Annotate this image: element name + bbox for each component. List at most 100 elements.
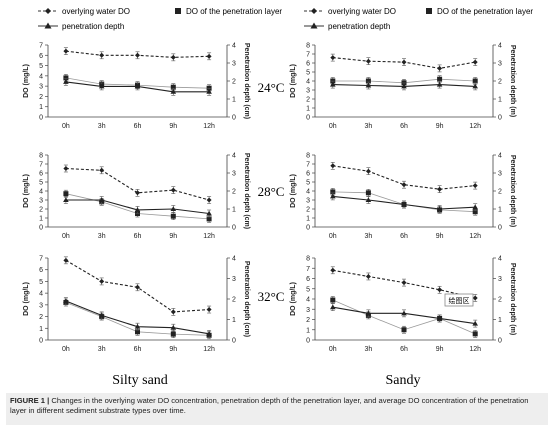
y2-tick-label: 4: [498, 153, 502, 160]
x-tick-label: 12h: [469, 346, 481, 353]
y-tick-label: 3: [306, 198, 310, 205]
temperature-label-28: 28°C: [258, 184, 285, 199]
legend-overlying-label: overlying water DO: [328, 7, 396, 16]
chart-panel-silty-28: 0 1 2 3 4 5 6 7 8 0 1 2 3 4 0h 3h 6h 9h 12h DO (mg/L) Penetr…: [23, 153, 250, 241]
x-tick-label: 3h: [98, 233, 106, 240]
y-axis-title: DO (mg/L): [23, 282, 30, 316]
data-point-square: [135, 329, 140, 335]
y2-tick-label: 3: [498, 61, 502, 68]
figure-caption: FIGURE 1 | Changes in the overlying wate…: [6, 393, 548, 425]
chart-panel-silty-32: 0 1 2 3 4 5 6 7 0 1 2 3 4 0h 3h 6h 9h 12h DO (mg/L) Penetra…: [23, 256, 250, 354]
x-tick-label: 9h: [436, 346, 444, 353]
data-point-triangle: [98, 83, 105, 89]
data-point-triangle: [436, 206, 443, 211]
y-tick-label: 8: [306, 43, 310, 50]
data-point-triangle: [401, 201, 407, 207]
data-point-triangle: [170, 89, 177, 94]
data-point-triangle: [472, 83, 478, 89]
data-point-diamond: [63, 166, 69, 171]
legend-diamond-icon: [311, 8, 317, 14]
data-point-triangle: [436, 315, 443, 321]
y-tick-label: 3: [306, 307, 310, 314]
y-tick-label: 2: [306, 317, 310, 324]
data-point-diamond: [206, 197, 212, 203]
x-tick-label: 0h: [329, 123, 337, 130]
y-tick-label: 8: [39, 153, 43, 160]
data-point-diamond: [472, 295, 478, 301]
data-point-square: [206, 216, 212, 222]
y-tick-label: 7: [39, 162, 43, 169]
y-tick-label: 1: [39, 216, 43, 223]
data-point-diamond: [63, 48, 69, 54]
x-tick-label: 0h: [62, 233, 70, 240]
y2-tick-label: 0: [232, 115, 236, 122]
y2-tick-label: 1: [498, 97, 502, 104]
data-point-triangle: [170, 206, 177, 211]
data-point-triangle: [63, 298, 69, 304]
data-point-triangle: [98, 197, 105, 202]
x-tick-label: 12h: [203, 233, 215, 240]
data-point-diamond: [135, 284, 140, 290]
x-tick-label: 0h: [62, 346, 70, 353]
caption-label: FIGURE 1 |: [10, 396, 50, 405]
data-point-square: [63, 191, 69, 197]
data-point-square: [170, 213, 176, 219]
y-axis-title: DO (mg/L): [290, 64, 297, 98]
x-tick-label: 9h: [436, 233, 444, 240]
x-tick-label: 3h: [365, 346, 373, 353]
series-line-overlying: [65, 167, 210, 201]
y-tick-label: 2: [306, 207, 310, 214]
x-tick-label: 3h: [365, 233, 373, 240]
y2-tick-label: 1: [232, 97, 236, 104]
data-point-diamond: [437, 186, 443, 192]
data-point-diamond: [206, 307, 212, 313]
y-tick-label: 4: [306, 79, 310, 86]
temperature-label-24: 24°C: [258, 80, 285, 95]
legend-left: overlying water DO DO of the penetration…: [38, 7, 282, 31]
y2-tick-label: 1: [232, 207, 236, 214]
legend-square-icon: [175, 8, 181, 14]
legend-triangle-icon: [44, 22, 52, 29]
data-point-triangle: [63, 79, 69, 84]
caption-text: Changes in the overlying water DO concen…: [10, 396, 529, 415]
y-tick-label: 0: [39, 115, 43, 122]
data-point-diamond: [330, 267, 336, 273]
y-tick-label: 5: [39, 180, 43, 187]
data-point-triangle: [365, 310, 372, 316]
data-point-diamond: [63, 257, 69, 263]
x-tick-label: 9h: [169, 123, 177, 130]
x-tick-label: 12h: [203, 123, 215, 130]
x-tick-label: 6h: [400, 346, 408, 353]
x-tick-label: 9h: [169, 233, 177, 240]
legend-overlying-label: overlying water DO: [62, 7, 130, 16]
data-point-triangle: [170, 324, 177, 330]
data-point-square: [365, 190, 371, 196]
data-point-diamond: [365, 168, 371, 174]
y-tick-label: 7: [306, 162, 310, 169]
data-point-square: [437, 76, 443, 82]
y-tick-label: 4: [39, 189, 43, 196]
y2-tick-label: 4: [232, 256, 236, 263]
legend-layer-label: DO of the penetration layer: [186, 7, 282, 16]
x-tick-label: 6h: [134, 346, 142, 353]
y-tick-label: 0: [39, 225, 43, 232]
y2-tick-label: 1: [498, 207, 502, 214]
y-tick-label: 3: [39, 198, 43, 205]
y-tick-label: 3: [39, 302, 43, 309]
x-tick-label: 6h: [400, 123, 408, 130]
data-point-triangle: [206, 89, 212, 94]
data-point-triangle: [472, 320, 478, 326]
data-point-square: [401, 327, 407, 333]
y-tick-label: 5: [306, 70, 310, 77]
chart-panel-sandy-32: 0 1 2 3 4 5 6 7 8 0 1 2 3 4 0h 3h 6h 9h 12h DO (mg/L) Penetr…: [290, 256, 516, 354]
y-tick-label: 7: [39, 43, 43, 50]
plot-area-tooltip: 绘图区: [444, 293, 474, 307]
legend-triangle-icon: [310, 22, 318, 29]
y-tick-label: 1: [39, 104, 43, 111]
y2-tick-label: 2: [498, 189, 502, 196]
data-point-diamond: [472, 59, 478, 65]
y-tick-label: 1: [306, 327, 310, 334]
data-point-diamond: [170, 187, 176, 193]
y-axis-title: DO (mg/L): [23, 174, 30, 208]
y-tick-label: 5: [39, 279, 43, 286]
